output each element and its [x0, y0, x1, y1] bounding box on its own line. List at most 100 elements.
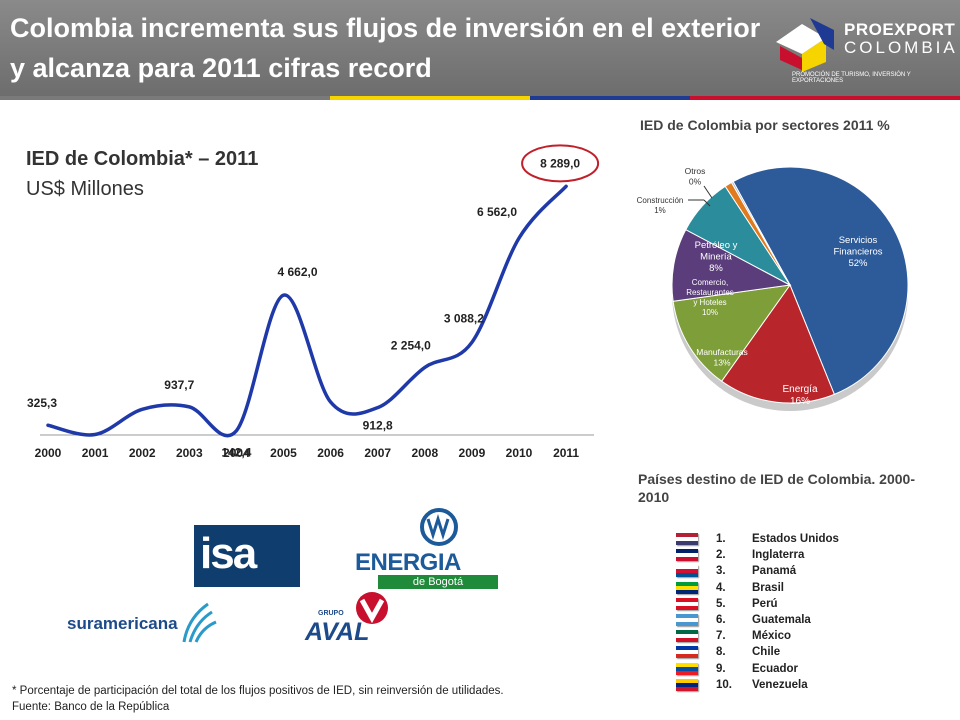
country-flag-icon	[676, 565, 698, 578]
proexport-logo: PROEXPORT COLOMBIA PROMOCIÓN DE TURISMO,…	[772, 16, 955, 86]
x-tick-label: 2004	[223, 446, 250, 460]
country-item: 1. Estados Unidos	[676, 531, 839, 547]
x-tick-label: 2011	[553, 446, 579, 460]
country-item: 2. Inglaterra	[676, 547, 839, 563]
pie-label-petroleo: 8%	[709, 263, 723, 274]
data-label: 3 088,2	[444, 311, 484, 325]
country-rank: 7.	[716, 630, 726, 643]
footnote-note: * Porcentaje de participación del total …	[12, 685, 504, 697]
suramericana-emblem-icon	[182, 602, 217, 643]
x-tick-label: 2006	[317, 446, 344, 460]
country-rank: 10.	[716, 678, 732, 691]
energia-logo-text: ENERGIA	[355, 549, 461, 576]
country-flag-icon	[676, 597, 698, 610]
countries-title: Países destino de IED de Colombia. 2000-…	[638, 471, 915, 505]
isa-logo: isa	[194, 525, 300, 587]
country-name: Panamá	[752, 565, 797, 578]
pie-leader-otros	[703, 185, 713, 199]
x-tick-label: 2009	[459, 446, 486, 460]
page-title: Colombia incrementa sus flujos de invers…	[10, 13, 761, 83]
pie-label-servicios: Financieros	[833, 247, 882, 258]
aval-logo: GRUPO AVAL	[300, 590, 400, 650]
pie-label-energia: 16%	[790, 396, 810, 407]
pie-chart-title: IED de Colombia por sectores 2011 %	[640, 117, 890, 133]
country-rank: 9.	[716, 662, 726, 675]
country-item: 3. Panamá	[676, 563, 839, 579]
x-tick-label: 2002	[129, 446, 156, 460]
country-name: Venezuela	[752, 678, 808, 691]
header-flag-stripe	[0, 96, 960, 100]
highlight-circle	[521, 144, 600, 183]
country-flag-icon	[676, 581, 698, 594]
countries-list: 1. Estados Unidos 2. Inglaterra 3. Panamá 4. Br…	[676, 531, 839, 693]
country-rank: 2.	[716, 549, 726, 562]
data-label: 8 289,0	[540, 156, 580, 170]
country-flag-icon	[676, 614, 698, 627]
data-label: 937,7	[164, 378, 194, 392]
country-flag-icon	[676, 646, 698, 659]
pie-slice	[730, 180, 791, 286]
data-label: 2 254,0	[391, 338, 431, 352]
data-label: 325,3	[27, 396, 57, 410]
suramericana-logo-text: suramericana	[67, 614, 178, 633]
energia-logo-subtext: de Bogotá	[378, 575, 498, 589]
pie-label-construccion: 1%	[654, 206, 666, 215]
suramericana-logo: suramericana	[60, 598, 220, 648]
line-chart-title: IED de Colombia* – 2011	[26, 148, 259, 170]
x-tick-label: 2005	[270, 446, 297, 460]
pie-label-comercio: Restaurantes	[686, 288, 734, 297]
country-name: México	[752, 630, 791, 643]
country-item: 6. Guatemala	[676, 612, 839, 628]
data-label: 6 562,0	[477, 205, 517, 219]
country-rank: 4.	[716, 581, 726, 594]
pie-label-petroleo: Petróleo y	[695, 240, 738, 251]
logo-subname: COLOMBIA	[844, 38, 958, 57]
logo-tagline: PROMOCIÓN DE TURISMO, INVERSIÓN Y EXPORT…	[792, 72, 911, 84]
data-label: 142,4	[221, 446, 251, 460]
energia-emblem-icon	[420, 508, 458, 546]
pie-label-comercio: 10%	[702, 308, 718, 317]
pie-label-energia: Energía	[782, 384, 817, 395]
country-item: 4. Brasil	[676, 580, 839, 596]
isa-logo-text: isa	[200, 529, 257, 578]
line-chart: 2000 2001 2002 2003 2004 2005 2006 2007 2008 2009…	[27, 144, 600, 460]
x-tick-label: 2007	[364, 446, 391, 460]
country-flag-icon	[676, 630, 698, 643]
country-name: Chile	[752, 646, 781, 659]
aval-logo-text: AVAL	[305, 618, 370, 646]
x-tick-label: 2000	[35, 446, 62, 460]
footnote-source: Fuente: Banco de la República	[12, 701, 170, 713]
pie-label-servicios: Servicios	[839, 235, 878, 246]
country-name: Brasil	[752, 581, 784, 594]
pie-label-comercio: Comercio,	[692, 278, 728, 287]
pie-label-manufacturas: 13%	[713, 358, 730, 368]
pie-label-otros: Otros	[685, 166, 706, 176]
pie-slice	[732, 166, 909, 396]
pie-label-construccion: Construcción	[637, 196, 684, 205]
country-item: 5. Perú	[676, 596, 839, 612]
series-line	[46, 184, 568, 438]
data-label: 912,8	[363, 419, 393, 433]
country-rank: 8.	[716, 646, 726, 659]
x-tick-label: 2003	[176, 446, 203, 460]
country-rank: 6.	[716, 614, 726, 627]
country-rank: 3.	[716, 565, 726, 578]
country-item: 9. Ecuador	[676, 661, 839, 677]
pie-label-petroleo: Minería	[700, 252, 732, 263]
aval-logo-grupo: GRUPO	[318, 610, 344, 617]
country-name: Ecuador	[752, 662, 799, 675]
proexport-emblem-icon	[776, 18, 834, 72]
country-item: 7. México	[676, 628, 839, 644]
energia-logo: ENERGIA de Bogotá	[350, 505, 500, 593]
pie-label-comercio: y Hoteles	[693, 298, 726, 307]
pie-slice	[671, 228, 792, 302]
pie-leader-construccion	[703, 199, 711, 207]
pie-label-servicios: 52%	[848, 258, 868, 269]
country-flag-icon	[676, 533, 698, 546]
country-flag-icon	[676, 549, 698, 562]
country-name: Guatemala	[752, 614, 811, 627]
data-label: 4 662,0	[277, 265, 317, 279]
pie-slice	[720, 283, 835, 404]
country-item: 8. Chile	[676, 644, 839, 660]
